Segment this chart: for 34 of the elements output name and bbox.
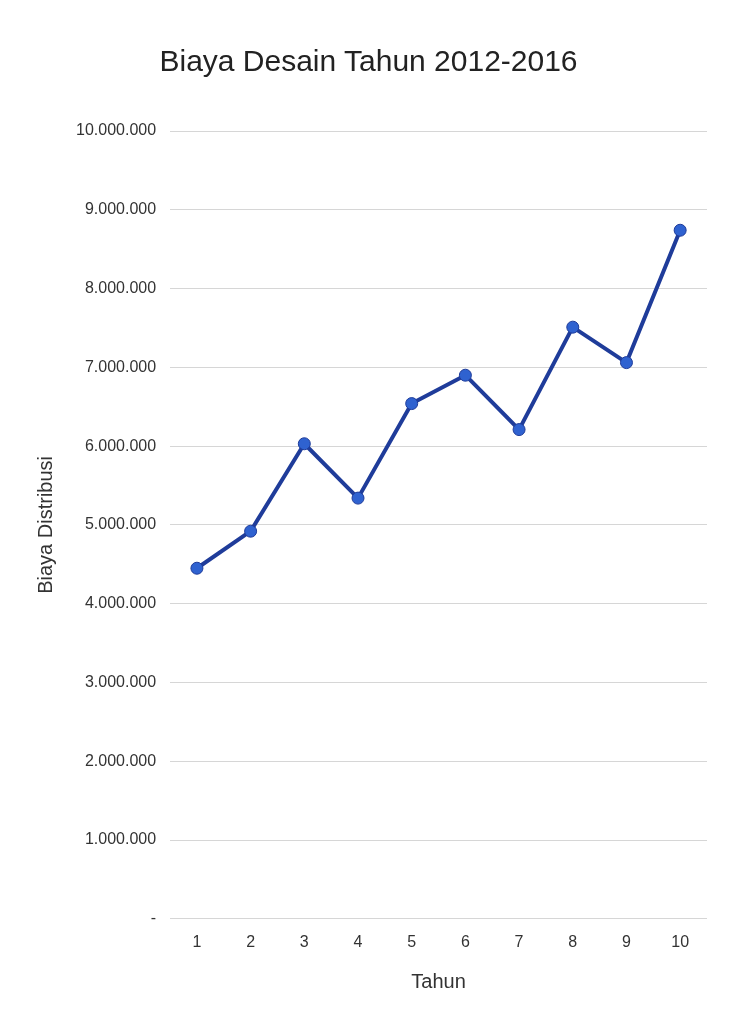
x-tick-label: 10 bbox=[671, 932, 690, 950]
point bbox=[512, 423, 526, 437]
y-tick-label: - bbox=[150, 909, 157, 927]
x-tick-label: 1 bbox=[192, 932, 202, 950]
y-tick-label: 4.000.000 bbox=[84, 594, 157, 612]
x-tick-label: 2 bbox=[246, 932, 256, 950]
y-axis-title: Biaya Distribusi bbox=[33, 455, 56, 594]
point bbox=[297, 437, 311, 451]
point bbox=[566, 320, 580, 334]
point bbox=[244, 524, 258, 538]
point bbox=[619, 356, 633, 370]
point bbox=[351, 491, 365, 505]
x-tick-label: 9 bbox=[622, 932, 632, 950]
x-tick-label: 6 bbox=[460, 932, 470, 950]
y-tick-label: 6.000.000 bbox=[84, 436, 157, 454]
point bbox=[190, 561, 204, 575]
chart-title: Biaya Desain Tahun 2012-2016 bbox=[159, 44, 578, 78]
x-tick-label: 7 bbox=[514, 932, 524, 950]
y-tick-label: 1.000.000 bbox=[84, 830, 157, 848]
x-tick-label: 5 bbox=[407, 932, 417, 950]
y-tick-label: 7.000.000 bbox=[84, 357, 157, 375]
y-tick-label: 8.000.000 bbox=[84, 278, 157, 296]
y-tick-label: 3.000.000 bbox=[84, 672, 157, 690]
point bbox=[405, 397, 419, 411]
x-tick-label: 8 bbox=[568, 932, 578, 950]
x-tick-label: 4 bbox=[353, 932, 363, 950]
x-tick-label: 3 bbox=[299, 932, 309, 950]
point bbox=[458, 368, 472, 382]
x-axis-title: Tahun bbox=[411, 969, 466, 992]
point bbox=[673, 223, 687, 237]
y-tick-label: 5.000.000 bbox=[84, 515, 157, 533]
y-tick-label: 10.000.000 bbox=[76, 121, 157, 139]
y-tick-label: 2.000.000 bbox=[84, 751, 157, 769]
y-tick-label: 9.000.000 bbox=[84, 200, 157, 218]
